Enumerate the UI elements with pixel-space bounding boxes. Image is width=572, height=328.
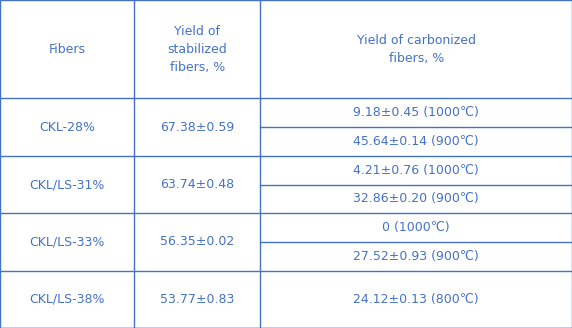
Text: 27.52±0.93 (900℃): 27.52±0.93 (900℃) bbox=[353, 250, 479, 263]
Text: 24.12±0.13 (800℃): 24.12±0.13 (800℃) bbox=[353, 293, 479, 306]
Text: 63.74±0.48: 63.74±0.48 bbox=[160, 178, 235, 191]
Text: 53.77±0.83: 53.77±0.83 bbox=[160, 293, 235, 306]
Text: 67.38±0.59: 67.38±0.59 bbox=[160, 121, 235, 133]
Text: Fibers: Fibers bbox=[49, 43, 86, 56]
Text: 0 (1000℃): 0 (1000℃) bbox=[382, 221, 450, 234]
Text: CKL-28%: CKL-28% bbox=[39, 121, 95, 133]
Text: CKL/LS-31%: CKL/LS-31% bbox=[30, 178, 105, 191]
Text: Yield of carbonized
fibers, %: Yield of carbonized fibers, % bbox=[356, 34, 476, 65]
Text: 9.18±0.45 (1000℃): 9.18±0.45 (1000℃) bbox=[353, 106, 479, 119]
Text: CKL/LS-33%: CKL/LS-33% bbox=[30, 236, 105, 248]
Text: CKL/LS-38%: CKL/LS-38% bbox=[30, 293, 105, 306]
Text: 56.35±0.02: 56.35±0.02 bbox=[160, 236, 235, 248]
Text: 45.64±0.14 (900℃): 45.64±0.14 (900℃) bbox=[353, 135, 479, 148]
Text: Yield of
stabilized
fibers, %: Yield of stabilized fibers, % bbox=[168, 25, 227, 74]
Text: 32.86±0.20 (900℃): 32.86±0.20 (900℃) bbox=[353, 192, 479, 205]
Text: 4.21±0.76 (1000℃): 4.21±0.76 (1000℃) bbox=[353, 164, 479, 177]
